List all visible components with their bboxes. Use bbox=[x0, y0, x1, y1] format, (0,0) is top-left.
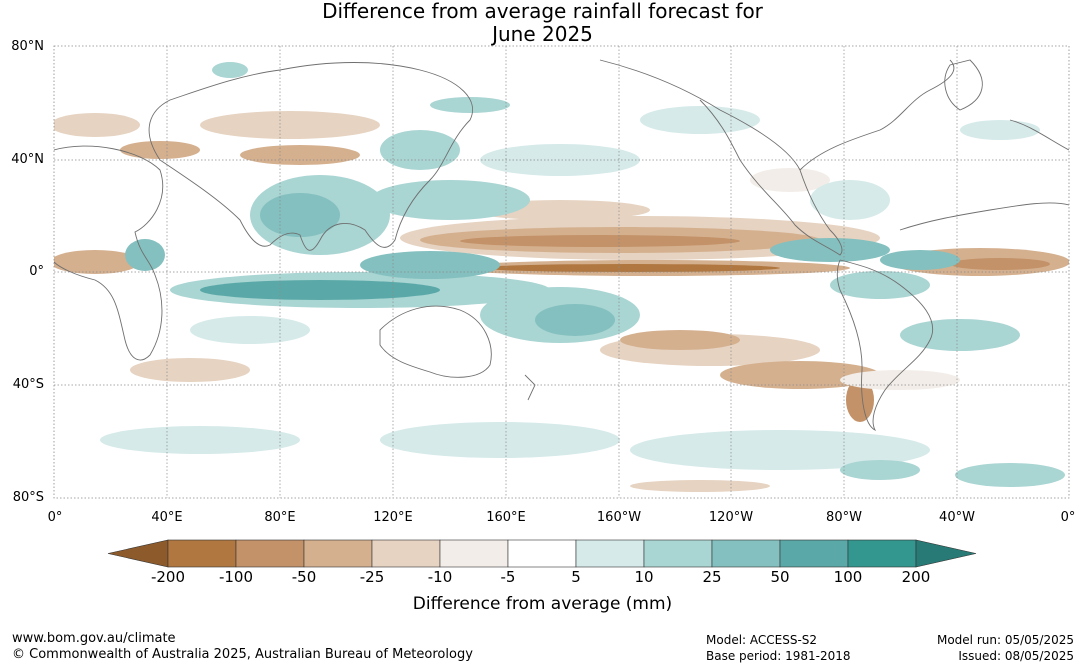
x-tick-0-left: 0° bbox=[47, 510, 63, 525]
colorbar-tick-label: 25 bbox=[702, 568, 722, 586]
colorbar-tick-label: -50 bbox=[291, 568, 317, 586]
colorbar-swatch bbox=[711, 539, 781, 568]
y-tick-40n: 40°N bbox=[11, 152, 44, 167]
x-tick-160w: 160°W bbox=[596, 510, 642, 525]
anomaly-field-wet bbox=[100, 62, 1065, 487]
issued-text: Issued: 08/05/2025 bbox=[958, 649, 1074, 663]
colorbar-swatch bbox=[847, 539, 917, 568]
colorbar-extend-high bbox=[915, 539, 977, 568]
y-tick-0: 0° bbox=[29, 264, 44, 279]
colorbar-swatch bbox=[167, 539, 237, 568]
x-tick-0-right: 0° bbox=[1060, 510, 1076, 525]
colorbar-swatch bbox=[779, 539, 849, 568]
colorbar-tick-label: -5 bbox=[500, 568, 516, 586]
colorbar-tick-label: -10 bbox=[427, 568, 453, 586]
title-line-2: June 2025 bbox=[492, 22, 593, 46]
map-title: Difference from average rainfall forecas… bbox=[0, 0, 1085, 46]
x-tick-40e: 40°E bbox=[151, 510, 183, 525]
colorbar-extend-low bbox=[107, 539, 169, 568]
colorbar-tick-label: 10 bbox=[634, 568, 654, 586]
model-text: Model: ACCESS-S2 bbox=[706, 633, 818, 647]
y-tick-80s: 80°S bbox=[12, 490, 44, 505]
x-tick-80w: 80°W bbox=[826, 510, 862, 525]
colorbar-tick-label: 100 bbox=[833, 568, 863, 586]
x-tick-160e: 160°E bbox=[486, 510, 526, 525]
colorbar bbox=[107, 539, 977, 568]
colorbar-swatch bbox=[303, 539, 373, 568]
colorbar-swatch bbox=[575, 539, 645, 568]
base-period-text: Base period: 1981-2018 bbox=[706, 649, 851, 663]
x-tick-80e: 80°E bbox=[264, 510, 296, 525]
colorbar-title: Difference from average (mm) bbox=[412, 594, 673, 614]
x-tick-120w: 120°W bbox=[708, 510, 754, 525]
colorbar-tick-label: -100 bbox=[218, 568, 254, 586]
coastlines bbox=[54, 59, 1069, 432]
x-tick-120e: 120°E bbox=[373, 510, 413, 525]
model-run-text: Model run: 05/05/2025 bbox=[936, 633, 1074, 647]
colorbar-tick-label: 5 bbox=[571, 568, 581, 586]
graticule bbox=[54, 46, 1069, 498]
copyright-text: © Commonwealth of Australia 2025, Austra… bbox=[12, 647, 473, 662]
colorbar-swatch bbox=[507, 539, 577, 568]
colorbar-tick-label: 200 bbox=[901, 568, 931, 586]
colorbar-swatch bbox=[439, 539, 509, 568]
colorbar-tick-label: -200 bbox=[150, 568, 186, 586]
rainfall-anomaly-map bbox=[53, 45, 1070, 499]
colorbar-tick-label: 50 bbox=[770, 568, 790, 586]
map-frame bbox=[53, 45, 1070, 499]
website-text: www.bom.gov.au/climate bbox=[12, 631, 176, 646]
colorbar-tick-label: -25 bbox=[359, 568, 385, 586]
x-tick-40w: 40°W bbox=[939, 510, 975, 525]
y-tick-40s: 40°S bbox=[12, 377, 44, 392]
title-line-1: Difference from average rainfall forecas… bbox=[322, 0, 763, 23]
colorbar-swatch bbox=[643, 539, 713, 568]
colorbar-swatch bbox=[235, 539, 305, 568]
colorbar-swatch bbox=[371, 539, 441, 568]
y-tick-80n: 80°N bbox=[11, 39, 44, 54]
